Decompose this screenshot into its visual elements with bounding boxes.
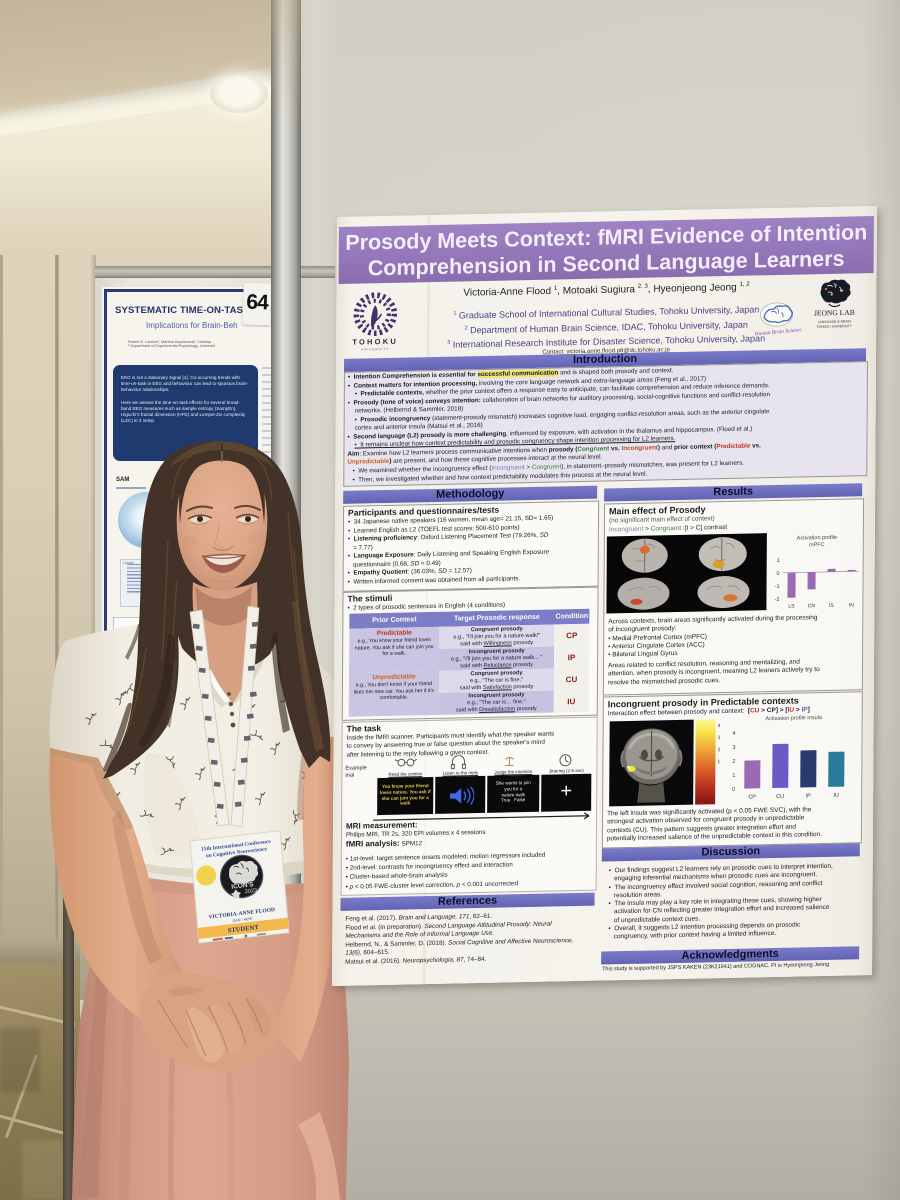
svg-text:LS: LS (788, 604, 795, 610)
svg-text:IN: IN (849, 602, 854, 608)
svg-text:1: 1 (777, 558, 780, 564)
svg-text:UNIVERSITY: UNIVERSITY (361, 347, 389, 352)
svg-text:CN: CN (808, 603, 816, 609)
svg-text:0: 0 (732, 787, 735, 793)
svg-text:TOHOKU UNIVERSITY: TOHOKU UNIVERSITY (816, 324, 852, 329)
svg-text:1: 1 (732, 773, 735, 779)
svg-text:IU: IU (833, 793, 839, 799)
svg-text:0: 0 (777, 571, 780, 577)
svg-text:IS: IS (829, 603, 834, 609)
svg-text:4: 4 (733, 731, 736, 737)
svg-text:JEONG LAB: JEONG LAB (814, 308, 855, 318)
svg-text:-2: -2 (775, 597, 780, 603)
svg-text:-1: -1 (775, 584, 780, 590)
svg-text:CU: CU (776, 794, 784, 800)
svg-text:IP: IP (806, 793, 812, 799)
svg-text:TOHOKU: TOHOKU (352, 337, 398, 347)
svg-text:2: 2 (732, 759, 735, 765)
svg-text:Human Brain Science: Human Brain Science (754, 327, 803, 337)
svg-text:3: 3 (732, 745, 735, 751)
svg-text:CP: CP (748, 794, 756, 800)
